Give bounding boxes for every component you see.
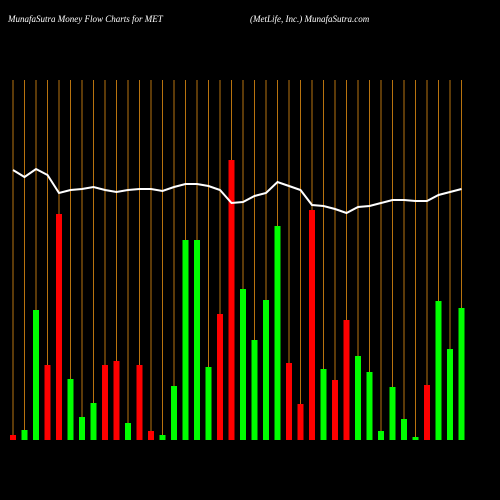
bar [297, 404, 304, 440]
bar [251, 340, 258, 440]
bar [90, 403, 97, 440]
bar [102, 365, 108, 440]
bar [389, 387, 396, 440]
bar [458, 308, 465, 440]
bar [44, 365, 51, 440]
chart-title: MunafaSutra Money Flow Charts for MET [7, 14, 164, 24]
bar [56, 214, 62, 440]
bar [447, 349, 453, 440]
bar [228, 160, 235, 440]
bar [79, 417, 85, 440]
bar [67, 379, 74, 440]
bar [182, 240, 189, 440]
bar [205, 367, 212, 440]
bar [332, 380, 338, 440]
bar [263, 300, 269, 440]
bar [171, 386, 177, 440]
bar [194, 240, 200, 440]
bar [435, 301, 442, 440]
bar [366, 372, 373, 440]
bar [33, 310, 39, 440]
bar [424, 385, 430, 440]
bar [217, 314, 223, 440]
bar [286, 363, 292, 440]
bar [401, 419, 407, 440]
bar [21, 430, 28, 440]
bar [355, 356, 361, 440]
chart-subtitle: (MetLife, Inc.) MunafaSutra.com [250, 14, 370, 24]
bar [274, 226, 281, 440]
bar [378, 431, 384, 440]
bar [159, 435, 166, 440]
bar [240, 289, 246, 440]
bar [10, 435, 16, 440]
bar [113, 361, 120, 440]
bar [309, 210, 315, 440]
bar [136, 365, 143, 440]
bar [125, 423, 131, 440]
bar [343, 320, 350, 440]
money-flow-line [12, 167, 462, 215]
bar [412, 437, 419, 440]
bar [148, 431, 154, 440]
bar [320, 369, 327, 440]
